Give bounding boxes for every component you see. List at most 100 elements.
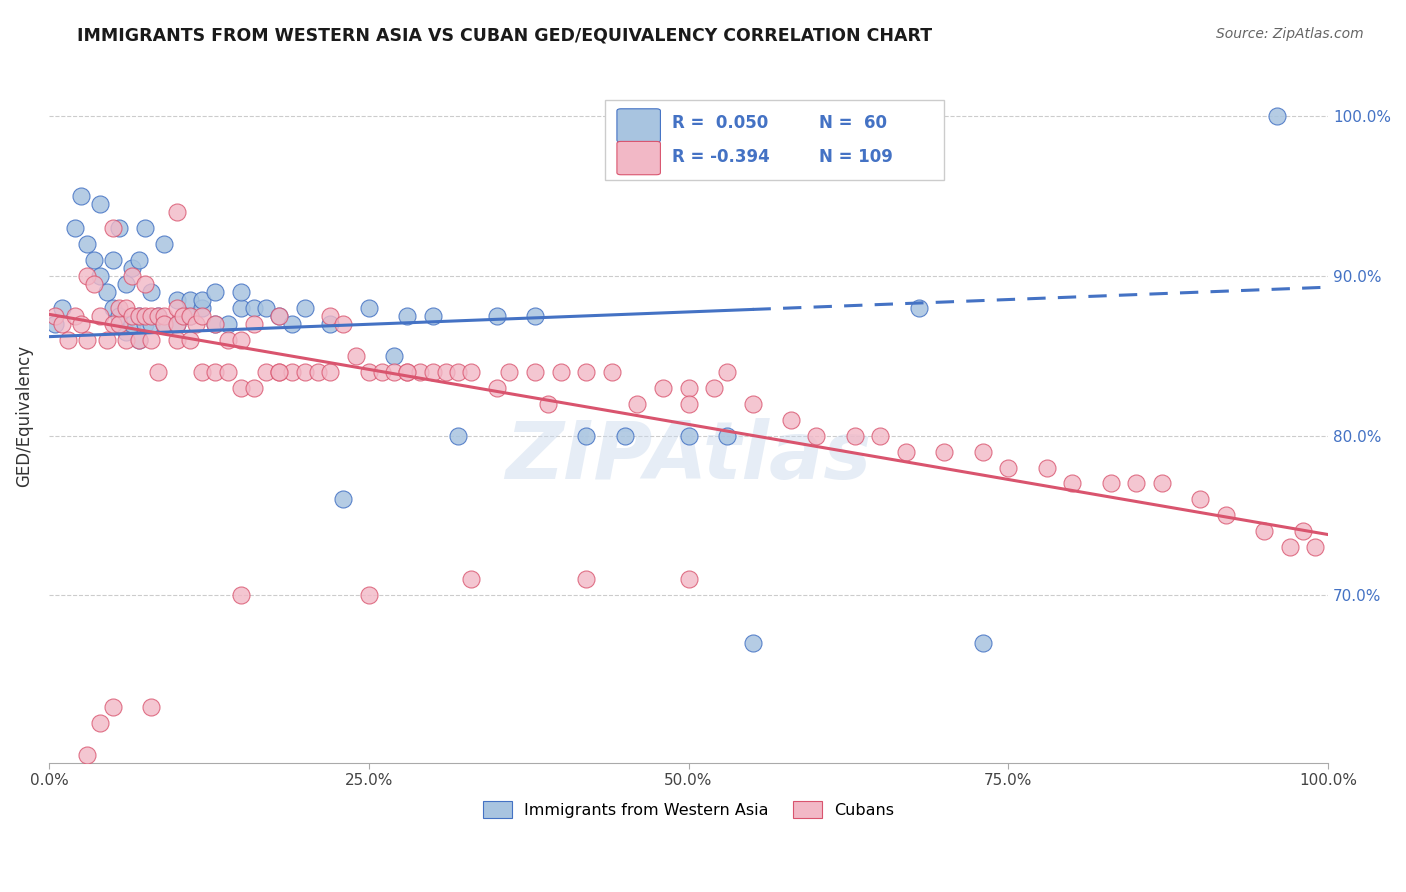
Point [63,221,86,235]
Point [600,365,623,379]
Point [141,285,163,299]
Point [307,365,329,379]
Point [229,381,252,395]
Point [678,572,700,586]
Point [134,317,156,331]
Point [934,444,956,458]
Point [121,317,143,331]
Point [294,301,316,315]
Point [524,309,547,323]
Point [229,588,252,602]
Point [44,309,66,323]
Point [460,572,482,586]
Text: R =  0.050: R = 0.050 [672,114,768,132]
Point [357,301,380,315]
Point [396,365,419,379]
Point [550,365,572,379]
Point [96,285,118,299]
Point [108,317,131,331]
Point [128,253,150,268]
Text: R = -0.394: R = -0.394 [672,148,769,166]
Point [179,333,201,347]
Point [114,325,136,339]
Point [422,309,444,323]
Point [319,365,342,379]
Point [1215,508,1237,523]
Point [166,293,188,307]
Point [83,253,105,268]
Point [96,333,118,347]
Point [76,333,98,347]
Point [319,309,342,323]
Point [153,317,176,331]
Point [396,309,419,323]
Point [498,365,520,379]
Point [575,428,598,442]
Point [89,715,111,730]
Point [89,268,111,283]
Point [134,277,156,291]
Point [997,460,1019,475]
Point [294,365,316,379]
Point [146,309,169,323]
Point [741,397,763,411]
Point [242,301,264,315]
Point [1305,541,1327,555]
Point [76,237,98,252]
Point [357,365,380,379]
Point [447,365,470,379]
Point [134,309,156,323]
Point [229,333,252,347]
Point [108,221,131,235]
Point [101,301,124,315]
Point [1150,476,1173,491]
Point [332,317,354,331]
Point [1099,476,1122,491]
Point [114,301,136,315]
Point [1062,476,1084,491]
Point [1125,476,1147,491]
Point [101,700,124,714]
Point [254,365,277,379]
Point [63,309,86,323]
Point [575,365,598,379]
Point [844,428,866,442]
Point [460,365,482,379]
Legend: Immigrants from Western Asia, Cubans: Immigrants from Western Asia, Cubans [477,795,901,824]
Point [217,317,239,331]
Point [114,333,136,347]
Point [146,309,169,323]
Point [269,365,291,379]
Point [204,285,226,299]
Point [141,333,163,347]
Point [894,444,917,458]
Point [678,381,700,395]
Point [575,572,598,586]
Point [128,309,150,323]
Point [1278,541,1301,555]
Point [344,349,367,363]
Point [191,293,214,307]
Point [485,309,508,323]
Point [319,317,342,331]
Point [89,197,111,211]
Point [101,317,124,331]
Point [204,317,226,331]
Point [485,381,508,395]
Point [229,301,252,315]
Point [146,365,169,379]
Point [128,333,150,347]
Point [382,365,405,379]
Point [537,397,560,411]
Point [128,333,150,347]
Point [716,428,738,442]
Point [141,309,163,323]
Point [357,588,380,602]
Point [121,268,143,283]
Point [166,301,188,315]
Point [166,205,188,219]
Point [121,309,143,323]
Point [166,317,188,331]
Point [396,365,419,379]
Point [217,365,239,379]
